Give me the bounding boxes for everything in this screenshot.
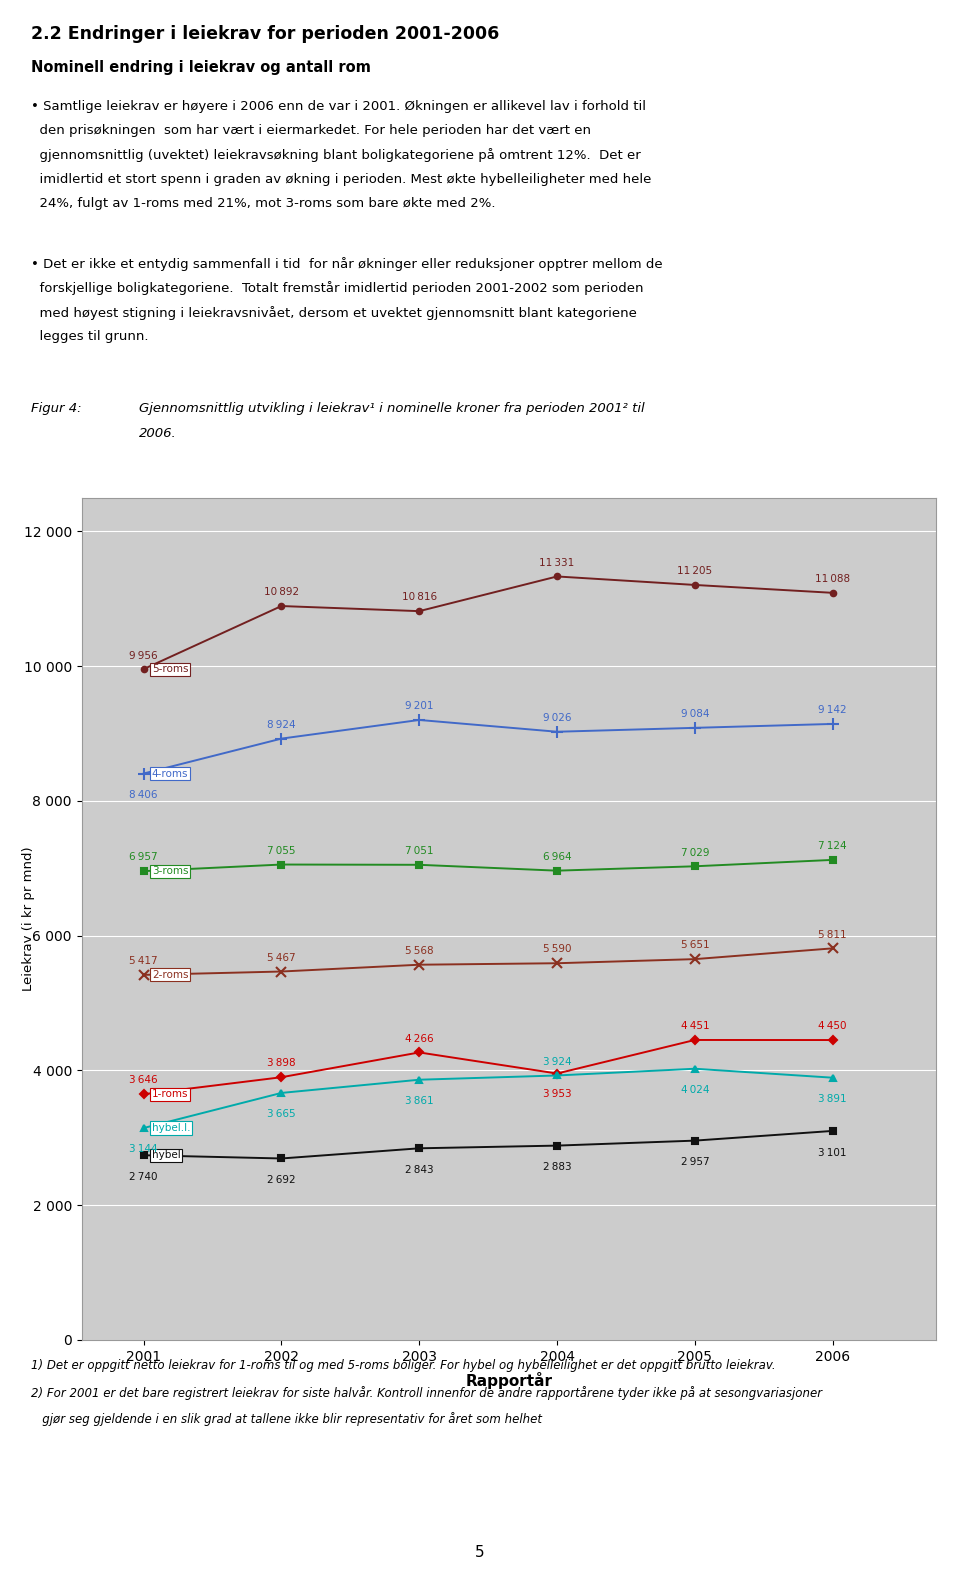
Y-axis label: Leiekrav (i kr pr mnd): Leiekrav (i kr pr mnd): [22, 847, 35, 991]
Text: med høyest stigning i leiekravsnivået, dersom et uvektet gjennomsnitt blant kate: med høyest stigning i leiekravsnivået, d…: [31, 307, 636, 319]
Text: 5: 5: [475, 1545, 485, 1559]
Text: imidlertid et stort spenn i graden av økning i perioden. Mest økte hybelleilighe: imidlertid et stort spenn i graden av øk…: [31, 172, 651, 186]
Text: 4 024: 4 024: [681, 1085, 709, 1095]
Text: 11 205: 11 205: [677, 566, 712, 577]
Text: 1) Det er oppgitt netto leiekrav for 1-roms til og med 5-roms boliger. For hybel: 1) Det er oppgitt netto leiekrav for 1-r…: [31, 1359, 776, 1371]
Text: 3 144: 3 144: [130, 1144, 158, 1155]
Text: hybel.l.: hybel.l.: [152, 1123, 190, 1133]
Text: 2.2 Endringer i leiekrav for perioden 2001-2006: 2.2 Endringer i leiekrav for perioden 20…: [31, 25, 499, 43]
Text: 1-roms: 1-roms: [152, 1089, 188, 1100]
Text: 2 740: 2 740: [130, 1172, 157, 1182]
Text: 4 451: 4 451: [681, 1021, 709, 1032]
Text: 7 029: 7 029: [681, 847, 709, 858]
Text: 4-roms: 4-roms: [152, 768, 188, 779]
Text: 5 590: 5 590: [542, 945, 571, 954]
Text: gjør seg gjeldende i en slik grad at tallene ikke blir representativ for året so: gjør seg gjeldende i en slik grad at tal…: [31, 1413, 541, 1427]
Text: • Samtlige leiekrav er høyere i 2006 enn de var i 2001. Økningen er allikevel la: • Samtlige leiekrav er høyere i 2006 enn…: [31, 100, 646, 112]
Text: 5 568: 5 568: [405, 946, 434, 956]
Text: 3 953: 3 953: [542, 1089, 571, 1100]
Text: 3 924: 3 924: [542, 1057, 571, 1066]
Text: 2-roms: 2-roms: [152, 970, 188, 980]
Text: 8 406: 8 406: [130, 790, 157, 801]
Text: 2 883: 2 883: [542, 1163, 571, 1172]
Text: Gjennomsnittlig utvikling i leiekrav¹ i nominelle kroner fra perioden 2001² til: Gjennomsnittlig utvikling i leiekrav¹ i …: [139, 401, 645, 416]
Text: Nominell endring i leiekrav og antall rom: Nominell endring i leiekrav og antall ro…: [31, 60, 371, 74]
Text: 2 692: 2 692: [267, 1176, 296, 1185]
Text: 5 811: 5 811: [818, 929, 847, 940]
Text: 10 892: 10 892: [264, 588, 299, 597]
Text: 6 957: 6 957: [130, 852, 158, 863]
Text: • Det er ikke et entydig sammenfall i tid  for når økninger eller reduksjoner op: • Det er ikke et entydig sammenfall i ti…: [31, 256, 662, 270]
Text: 3 646: 3 646: [130, 1076, 158, 1085]
Text: hybel: hybel: [152, 1150, 180, 1160]
Text: 9 201: 9 201: [405, 702, 434, 711]
Text: 4 450: 4 450: [818, 1021, 847, 1032]
X-axis label: Rapportår: Rapportår: [466, 1371, 552, 1389]
Text: 6 964: 6 964: [542, 852, 571, 863]
Text: 3 665: 3 665: [267, 1109, 296, 1119]
Text: 9 084: 9 084: [681, 709, 709, 719]
Text: 7 055: 7 055: [267, 845, 296, 856]
Text: 3 861: 3 861: [405, 1097, 434, 1106]
Text: 2006.: 2006.: [139, 427, 177, 439]
Text: 7 051: 7 051: [405, 845, 434, 856]
Text: 10 816: 10 816: [401, 592, 437, 602]
Text: 7 124: 7 124: [818, 841, 847, 852]
Text: 11 331: 11 331: [540, 558, 575, 567]
Text: 2) For 2001 er det bare registrert leiekrav for siste halvår. Kontroll innenfor : 2) For 2001 er det bare registrert leiek…: [31, 1386, 822, 1400]
Text: den prisøkningen  som har vært i eiermarkedet. For hele perioden har det vært en: den prisøkningen som har vært i eiermark…: [31, 123, 590, 137]
Text: 11 088: 11 088: [815, 574, 851, 585]
Text: 3 898: 3 898: [267, 1059, 296, 1068]
Text: 5-roms: 5-roms: [152, 664, 188, 675]
Text: 5 417: 5 417: [130, 956, 158, 965]
Text: 2 957: 2 957: [681, 1158, 709, 1168]
Text: 9 026: 9 026: [542, 713, 571, 724]
Text: 9 956: 9 956: [130, 651, 158, 660]
Text: forskjellige boligkategoriene.  Totalt fremstår imidlertid perioden 2001-2002 so: forskjellige boligkategoriene. Totalt fr…: [31, 281, 643, 295]
Text: legges til grunn.: legges til grunn.: [31, 330, 148, 343]
Text: 3 891: 3 891: [818, 1093, 847, 1104]
Text: 5 467: 5 467: [267, 953, 296, 962]
Text: 9 142: 9 142: [818, 705, 847, 716]
Text: 5 651: 5 651: [681, 940, 709, 950]
Text: 3 101: 3 101: [818, 1147, 847, 1158]
Text: 3-roms: 3-roms: [152, 866, 188, 877]
Text: 8 924: 8 924: [267, 720, 296, 730]
Text: 2 843: 2 843: [405, 1164, 434, 1176]
Text: 4 266: 4 266: [405, 1033, 434, 1044]
Text: gjennomsnittlig (uvektet) leiekravsøkning blant boligkategoriene på omtrent 12%.: gjennomsnittlig (uvektet) leiekravsøknin…: [31, 149, 640, 163]
Text: 24%, fulgt av 1-roms med 21%, mot 3-roms som bare økte med 2%.: 24%, fulgt av 1-roms med 21%, mot 3-roms…: [31, 198, 495, 210]
Text: Figur 4:: Figur 4:: [31, 401, 82, 416]
